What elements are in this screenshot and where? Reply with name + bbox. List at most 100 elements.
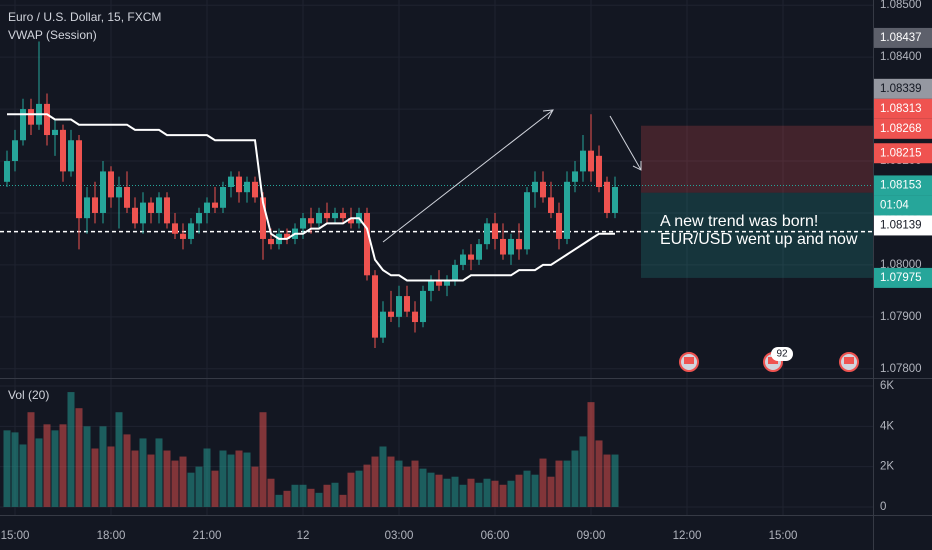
event-flags: 92 — [679, 347, 859, 372]
price-label-bg — [874, 267, 932, 288]
arrow-head — [632, 161, 642, 171]
volume-bar — [499, 484, 507, 507]
volume-bar — [251, 466, 259, 507]
candle-body — [476, 244, 482, 260]
price-label-bg — [874, 215, 932, 236]
candle-body — [12, 140, 18, 162]
candle-body — [588, 150, 594, 172]
candle-body — [52, 129, 58, 136]
chart-title: Euro / U.S. Dollar, 15, FXCM — [8, 10, 161, 24]
candle-body — [44, 103, 50, 136]
volume-tick-label: 2K — [880, 461, 894, 473]
trend-arrow — [609, 115, 642, 171]
candle-body — [436, 280, 442, 286]
candle-body — [484, 223, 490, 245]
flag-stripe — [844, 357, 854, 364]
volume-bar — [195, 466, 203, 507]
volume-bar — [603, 454, 611, 507]
volume-bar — [467, 478, 475, 507]
flag-stripe — [684, 357, 694, 364]
volume-bar — [267, 478, 275, 507]
candle-body — [580, 150, 586, 172]
volume-bar — [555, 460, 563, 507]
volume-bar — [339, 494, 347, 507]
x-tick-label: 18:00 — [97, 530, 126, 542]
candle-body — [220, 187, 226, 208]
candle-body — [236, 176, 242, 193]
price-label: 1.08215 — [880, 147, 922, 159]
stop-zone — [641, 125, 873, 193]
candle-body — [500, 238, 506, 255]
price-label: 1.08437 — [880, 32, 922, 44]
price-label-bg — [874, 27, 932, 48]
candle-body — [524, 192, 530, 250]
drawings — [382, 109, 642, 243]
volume-bar — [347, 472, 355, 507]
volume-bar — [163, 450, 171, 507]
volume-bar — [491, 480, 499, 507]
x-tick-label: 12:00 — [673, 530, 702, 542]
volume-bar — [355, 470, 363, 507]
volume-bar — [483, 478, 491, 507]
price-label: 1.07975 — [880, 272, 922, 284]
event-badge[interactable]: 92 — [776, 349, 788, 360]
x-tick-label: 06:00 — [481, 530, 510, 542]
volume-bar — [291, 484, 299, 507]
volume-bar — [107, 446, 115, 507]
volume-bar — [235, 450, 243, 507]
volume-bar — [315, 492, 323, 507]
candle-body — [364, 212, 370, 276]
volume-bar — [595, 440, 603, 507]
volume-bar — [435, 474, 443, 507]
candle-body — [172, 223, 178, 234]
candle-body — [316, 212, 322, 224]
candle-body — [148, 202, 154, 213]
price-label: 1.08139 — [880, 219, 922, 231]
candle-body — [156, 197, 162, 213]
volume-bar — [523, 470, 531, 507]
volume-tick-label: 4K — [880, 420, 894, 432]
volume-bar — [67, 392, 75, 507]
candle-body — [228, 176, 234, 187]
candle-body — [188, 223, 194, 239]
volume-bar — [91, 448, 99, 507]
volume-bar — [43, 424, 51, 507]
candle-body — [76, 140, 82, 219]
volume-bar — [475, 482, 483, 507]
volume-bar — [331, 482, 339, 507]
candle-body — [508, 238, 514, 255]
candle-body — [4, 161, 10, 182]
price-label: 1.08268 — [880, 123, 922, 135]
flag-stripe — [768, 357, 778, 364]
annotation-text: EUR/USD went up and now — [660, 231, 858, 248]
candle-body — [212, 202, 218, 208]
volume-bar — [283, 490, 291, 507]
candle-body — [300, 218, 306, 229]
candle-body — [308, 218, 314, 224]
volume-bar — [403, 466, 411, 507]
volume-bar — [539, 458, 547, 507]
candle-body — [332, 212, 338, 219]
price-label-bg — [874, 143, 932, 164]
candle-body — [540, 181, 546, 198]
candle-body — [140, 202, 146, 224]
volume-bar — [11, 432, 19, 507]
candle-body — [468, 254, 474, 260]
price-label: 1.08153 — [880, 179, 922, 191]
candle-body — [68, 140, 74, 172]
candle-body — [348, 218, 354, 224]
candle-body — [612, 187, 618, 213]
price-label: 1.08313 — [880, 103, 922, 115]
candle-body — [388, 311, 394, 317]
x-tick-label: 03:00 — [385, 530, 414, 542]
volume-bar — [371, 456, 379, 507]
x-tick-label: 15:00 — [1, 530, 30, 542]
x-tick-label: 15:00 — [769, 530, 798, 542]
volume-bar — [243, 452, 251, 507]
candle-body — [60, 129, 66, 172]
candle-body — [564, 181, 570, 239]
price-label-bg — [874, 118, 932, 139]
volume-bar — [35, 438, 43, 507]
volume-bar — [147, 454, 155, 507]
